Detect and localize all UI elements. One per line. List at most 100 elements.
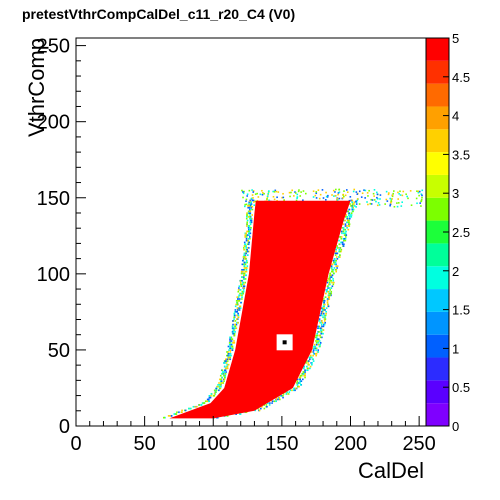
heatmap-cell	[321, 320, 323, 322]
heatmap-cell	[281, 394, 283, 397]
heatmap-cell	[353, 201, 356, 204]
heatmap-cell	[353, 203, 355, 205]
heatmap-cell	[371, 199, 374, 201]
heatmap-cell	[336, 252, 339, 255]
heatmap-cell	[367, 203, 369, 206]
heatmap-cell	[339, 250, 341, 253]
heatmap-cell	[297, 382, 300, 384]
heatmap-cell	[364, 189, 367, 192]
heatmap-cell	[416, 202, 418, 205]
heatmap-cell	[249, 208, 252, 211]
heatmap-cell	[247, 225, 250, 227]
heatmap-cell	[243, 263, 246, 266]
heatmap-cell	[282, 196, 285, 199]
heatmap-cell	[393, 190, 395, 192]
heatmap-cell	[330, 276, 332, 278]
heatmap-cell	[241, 296, 243, 298]
heatmap-cell	[213, 389, 216, 392]
heatmap-cell	[219, 380, 222, 382]
heatmap-cell	[212, 394, 215, 397]
heatmap-cell	[319, 343, 321, 346]
heatmap-cell	[296, 193, 299, 196]
heatmap-cell	[252, 190, 255, 192]
heatmap-cell	[338, 243, 341, 246]
heatmap-cell	[208, 394, 211, 397]
heatmap-cell	[292, 389, 295, 392]
heatmap-cell	[360, 196, 363, 198]
heatmap-cell	[233, 332, 236, 335]
heatmap-cell	[356, 193, 359, 195]
heatmap-cell	[300, 191, 302, 193]
heatmap-cell	[293, 387, 295, 390]
heatmap-cell	[227, 345, 230, 348]
heatmap-cell	[279, 398, 281, 401]
heatmap-cell	[273, 198, 276, 201]
heatmap-cell	[320, 329, 323, 331]
heatmap-cell	[325, 191, 327, 194]
heatmap-cell	[243, 285, 246, 288]
heatmap-cell	[406, 195, 408, 198]
heatmap-cell	[247, 247, 250, 249]
heatmap-cell	[349, 203, 351, 205]
heatmap-cell	[309, 365, 312, 368]
heatmap-cell	[384, 203, 386, 205]
heatmap-cell	[225, 371, 227, 373]
heatmap-cell	[303, 365, 305, 368]
heatmap-cell	[248, 206, 250, 209]
heatmap-cell	[229, 338, 231, 340]
heatmap-cell	[223, 380, 225, 382]
heatmap-cell	[335, 250, 337, 253]
heatmap-cell	[328, 287, 331, 289]
heatmap-cell	[335, 270, 338, 273]
heatmap-cell	[344, 228, 347, 231]
heatmap-cell	[317, 331, 319, 333]
heatmap-cell	[286, 391, 288, 393]
heatmap-cell	[223, 374, 225, 377]
heatmap-cell	[243, 267, 246, 269]
heatmap-cell	[226, 365, 229, 368]
heatmap-cell	[300, 374, 303, 377]
heatmap-cells	[162, 188, 428, 419]
heatmap-cell	[251, 208, 254, 211]
heatmap-cell	[393, 205, 396, 208]
heatmap-cell	[244, 205, 246, 208]
heatmap-cell	[322, 329, 325, 331]
heatmap-cell	[207, 398, 210, 401]
heatmap-cell	[320, 312, 323, 315]
heatmap-cell	[240, 270, 243, 273]
heatmap-cell	[248, 228, 251, 231]
heatmap-cell	[208, 396, 211, 399]
heatmap-cell	[325, 195, 328, 198]
heatmap-cell	[243, 272, 246, 275]
heatmap-cell	[327, 194, 329, 197]
heatmap-cell	[332, 279, 335, 282]
heatmap-cell	[226, 354, 228, 357]
heatmap-cell	[246, 247, 249, 249]
heatmap-cell	[251, 214, 254, 216]
heatmap-cell	[229, 336, 231, 339]
heatmap-cell	[363, 189, 365, 191]
colorbar-band	[426, 38, 449, 61]
heatmap-cell	[249, 221, 252, 224]
heatmap-cell	[331, 274, 334, 277]
heatmap-cell	[228, 343, 231, 346]
heatmap-cell	[418, 194, 420, 197]
heatmap-cell	[322, 312, 325, 315]
heatmap-cell	[336, 197, 339, 200]
colorbar-band	[426, 243, 449, 267]
heatmap-cell	[299, 376, 302, 379]
heatmap-cell	[344, 232, 347, 235]
colorbar-band	[426, 266, 449, 290]
heatmap-cell	[311, 363, 313, 366]
heatmap-cell	[352, 208, 355, 211]
heatmap-cell	[245, 245, 247, 247]
heatmap-cell	[350, 216, 353, 218]
heatmap-cell	[327, 298, 329, 300]
colorbar-band	[426, 106, 449, 130]
heatmap-cell	[248, 227, 251, 229]
heatmap-cell	[323, 323, 326, 326]
heatmap-cell	[249, 204, 251, 207]
heatmap-cell	[315, 192, 318, 195]
heatmap-cell	[324, 314, 327, 317]
heatmap-cell	[246, 195, 249, 197]
